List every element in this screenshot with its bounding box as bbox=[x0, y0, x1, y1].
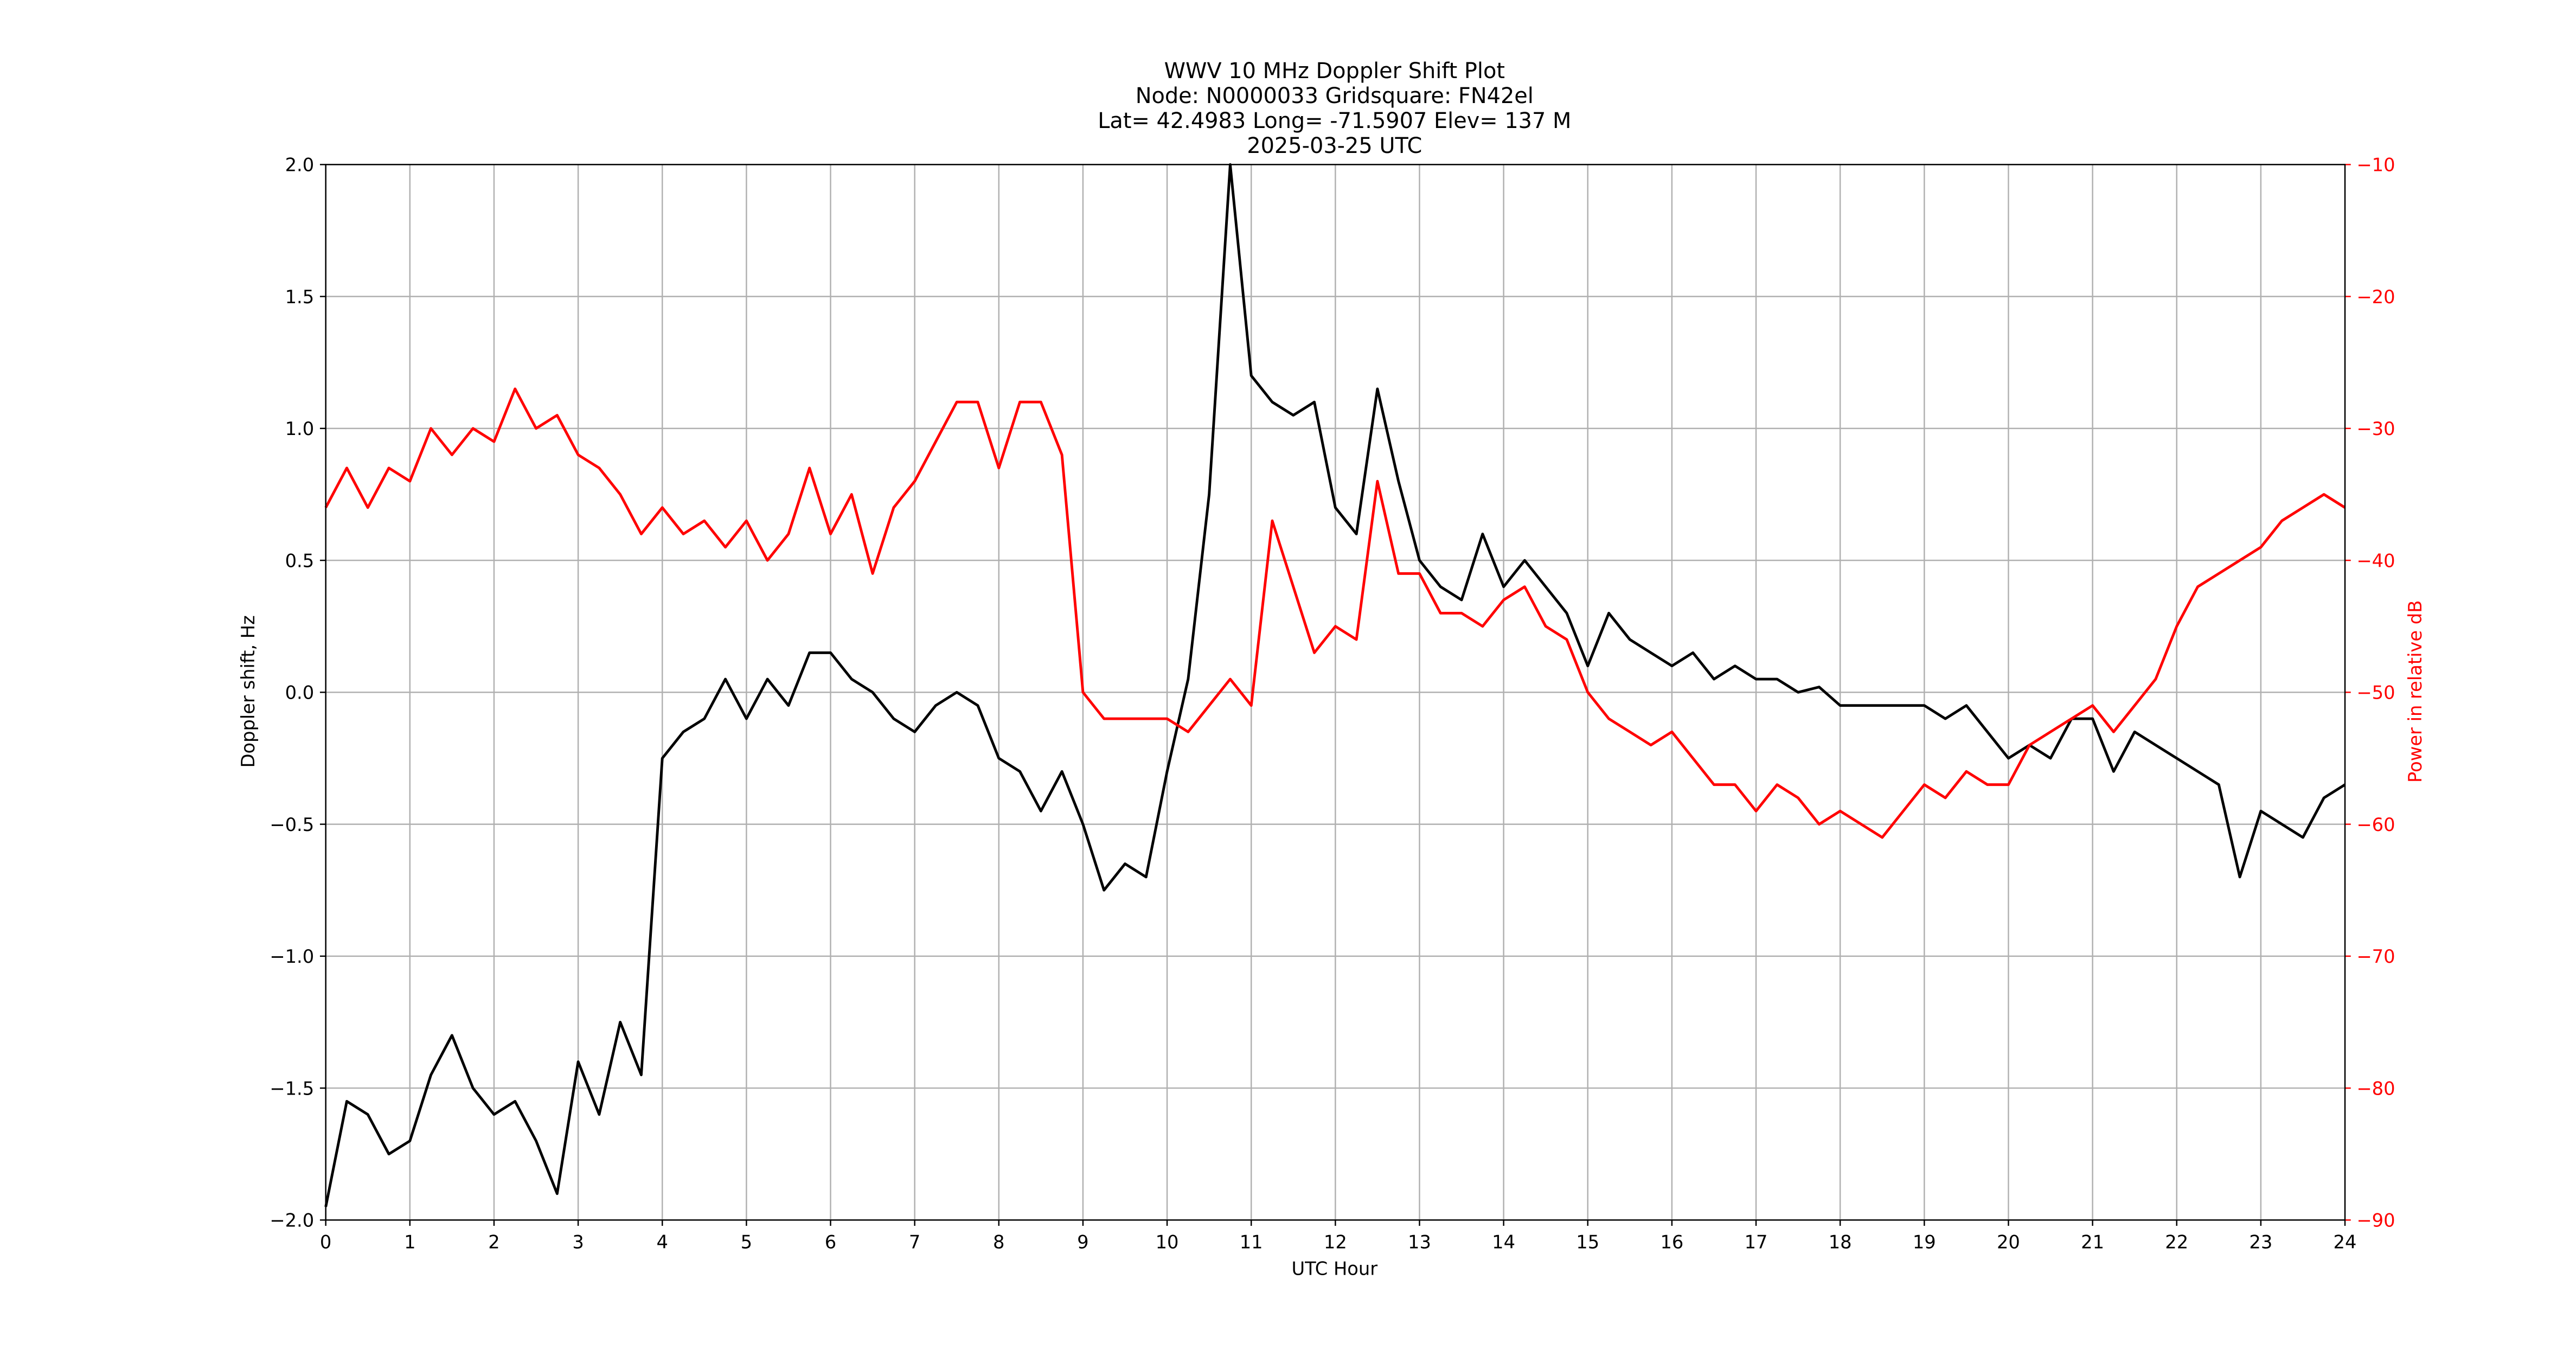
y-tick-label: 0.0 bbox=[285, 682, 315, 703]
y2-tick-label: −70 bbox=[2356, 946, 2395, 967]
x-tick-label: 9 bbox=[1077, 1231, 1088, 1252]
x-tick-label: 14 bbox=[1492, 1231, 1515, 1252]
data-line bbox=[324, 163, 2346, 1207]
y-tick-label: −0.5 bbox=[270, 814, 314, 835]
y-tick-label: −1.0 bbox=[270, 946, 314, 967]
y-axis-label: Doppler shift, Hz bbox=[238, 615, 259, 767]
y2-tick-label: −90 bbox=[2356, 1210, 2395, 1231]
y-tick-label: −1.5 bbox=[270, 1078, 314, 1099]
x-tick-label: 7 bbox=[909, 1231, 920, 1252]
x-tick-label: 15 bbox=[1576, 1231, 1599, 1252]
x-tick-label: 0 bbox=[320, 1231, 331, 1252]
x-tick-label: 2 bbox=[488, 1231, 499, 1252]
x-tick-label: 22 bbox=[2165, 1231, 2188, 1252]
y-tick-label: −2.0 bbox=[270, 1210, 314, 1231]
y-tick-label: 1.0 bbox=[285, 418, 315, 439]
y2-tick-label: −40 bbox=[2356, 550, 2395, 571]
data-line bbox=[324, 387, 2346, 839]
y2-tick-label: −20 bbox=[2356, 286, 2395, 308]
chart-title-line: Node: N0000033 Gridsquare: FN42el bbox=[1136, 84, 1534, 108]
y-tick-label: 1.5 bbox=[285, 286, 315, 308]
x-tick-label: 16 bbox=[1660, 1231, 1683, 1252]
x-tick-label: 23 bbox=[2249, 1231, 2272, 1252]
chart-title-line: 2025-03-25 UTC bbox=[1247, 133, 1422, 158]
plot-frame bbox=[325, 164, 2346, 1221]
x-tick-label: 6 bbox=[825, 1231, 836, 1252]
chart-title-line: WWV 10 MHz Doppler Shift Plot bbox=[1164, 59, 1505, 84]
y-tick-label: 2.0 bbox=[285, 155, 315, 176]
y2-axis-label: Power in relative dB bbox=[2405, 600, 2426, 783]
x-tick-label: 24 bbox=[2334, 1231, 2357, 1252]
x-tick-label: 17 bbox=[1745, 1231, 1768, 1252]
x-tick-label: 19 bbox=[1913, 1231, 1936, 1252]
x-tick-label: 20 bbox=[1997, 1231, 2020, 1252]
x-tick-label: 3 bbox=[572, 1231, 584, 1252]
chart-title-line: Lat= 42.4983 Long= -71.5907 Elev= 137 M bbox=[1098, 108, 1571, 133]
x-tick-label: 18 bbox=[1829, 1231, 1852, 1252]
y2-tick-label: −80 bbox=[2356, 1078, 2395, 1099]
x-tick-label: 21 bbox=[2081, 1231, 2104, 1252]
x-tick-label: 1 bbox=[404, 1231, 415, 1252]
x-tick-label: 11 bbox=[1240, 1231, 1263, 1252]
y2-tick-label: −50 bbox=[2356, 682, 2395, 703]
x-tick-label: 13 bbox=[1408, 1231, 1431, 1252]
y2-tick-label: −10 bbox=[2356, 155, 2395, 176]
y-tick-label: 0.5 bbox=[285, 550, 315, 571]
x-tick-label: 8 bbox=[993, 1231, 1004, 1252]
x-tick-label: 10 bbox=[1156, 1231, 1179, 1252]
y2-tick-label: −60 bbox=[2356, 814, 2395, 835]
x-tick-label: 4 bbox=[657, 1231, 668, 1252]
x-tick-label: 5 bbox=[741, 1231, 752, 1252]
y2-tick-label: −30 bbox=[2356, 418, 2395, 439]
x-tick-label: 12 bbox=[1324, 1231, 1347, 1252]
x-axis-label: UTC Hour bbox=[1291, 1258, 1377, 1279]
